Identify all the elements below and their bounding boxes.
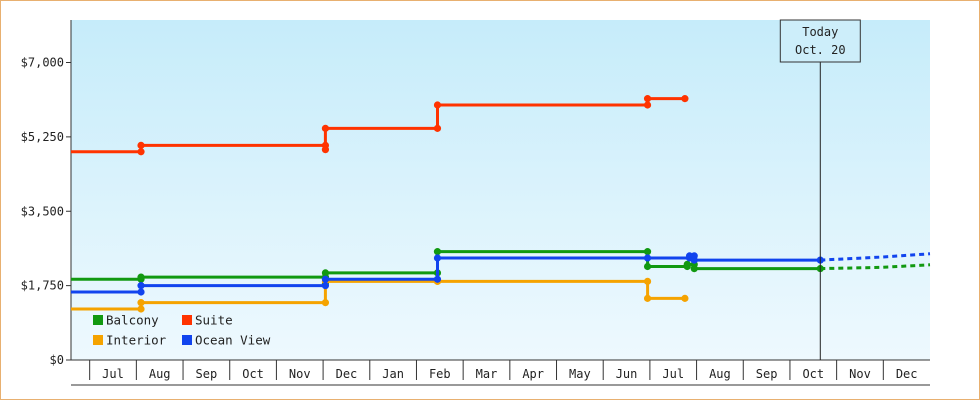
x-tick-label: May (569, 367, 591, 381)
legend-swatch (182, 315, 192, 325)
data-point (137, 299, 145, 307)
x-tick-label: Oct (802, 367, 824, 381)
legend-label: Ocean View (195, 333, 271, 348)
data-point (643, 254, 652, 262)
data-point (643, 95, 652, 103)
data-point (643, 101, 652, 109)
x-tick-label: Dec (896, 367, 918, 381)
projection-line (820, 252, 931, 262)
data-point (643, 248, 652, 256)
y-tick-label: $0 (50, 353, 64, 367)
series-suite (71, 95, 689, 156)
data-point (690, 265, 698, 273)
y-tick-label: $5,250 (21, 130, 64, 144)
data-point (137, 148, 145, 156)
x-tick-label: Sep (756, 367, 778, 381)
x-tick-label: Jun (616, 367, 638, 381)
y-tick-label: $1,750 (21, 279, 64, 293)
x-tick-label: Jul (102, 367, 124, 381)
x-tick-label: Jan (382, 367, 404, 381)
data-point (433, 248, 442, 256)
series-layer (71, 95, 931, 313)
data-point (321, 275, 330, 283)
today-date: Oct. 20 (795, 43, 846, 57)
x-tick-label: Jul (662, 367, 684, 381)
data-point (321, 124, 330, 132)
x-tick-label: Oct (242, 367, 264, 381)
data-point (681, 294, 689, 302)
legend-label: Balcony (106, 313, 159, 328)
x-tick-label: Nov (289, 367, 311, 381)
y-tick-label: $3,500 (21, 204, 64, 218)
today-box (779, 19, 861, 63)
data-point (321, 299, 330, 307)
data-point (681, 95, 689, 103)
x-tick-label: Sep (196, 367, 218, 381)
legend-item: Ocean View (182, 333, 271, 348)
x-axis: Jul Aug Sep Oct Nov Dec Jan Feb Mar Apr May Jun Jul A… (71, 359, 930, 386)
data-point (643, 277, 652, 285)
x-tick-label: Aug (149, 367, 171, 381)
legend-swatch (93, 315, 103, 325)
legend-swatch (93, 335, 103, 345)
data-point (433, 124, 442, 132)
x-tick-label: Feb (429, 367, 451, 381)
x-tick-label: Aug (709, 367, 731, 381)
legend-label: Interior (106, 333, 167, 348)
legend-item: Suite (182, 313, 233, 328)
x-tick-label: Nov (849, 367, 871, 381)
legend-label: Suite (195, 313, 233, 328)
data-point (137, 273, 145, 281)
y-axis: $0 $1,750 $3,500 $5,250 $7,000 (21, 20, 72, 367)
x-tick-label: Dec (336, 367, 358, 381)
series-ocean-view (71, 252, 931, 296)
data-point (137, 282, 145, 290)
legend-item: Balcony (93, 313, 159, 328)
legend-item: Interior (93, 333, 167, 348)
data-point (321, 282, 330, 290)
data-point (433, 101, 442, 109)
data-point (433, 254, 442, 262)
data-point (433, 275, 442, 283)
data-point (137, 305, 145, 313)
data-point (643, 294, 652, 302)
data-point (321, 269, 330, 277)
projection-line (820, 263, 931, 271)
data-point (683, 260, 691, 268)
data-point (137, 141, 145, 149)
data-point (690, 256, 698, 264)
data-point (643, 262, 652, 271)
today-label: Today (802, 25, 838, 39)
y-tick-label: $7,000 (21, 56, 64, 70)
legend-swatch (182, 335, 192, 345)
data-point (137, 288, 145, 296)
data-point (321, 146, 330, 154)
legend: Balcony Suite Interior Ocean View (93, 313, 271, 348)
x-tick-label: Mar (476, 367, 498, 381)
x-tick-label: Apr (522, 367, 544, 381)
today-marker: Today Oct. 20 (779, 19, 861, 360)
plot-area (71, 20, 930, 360)
